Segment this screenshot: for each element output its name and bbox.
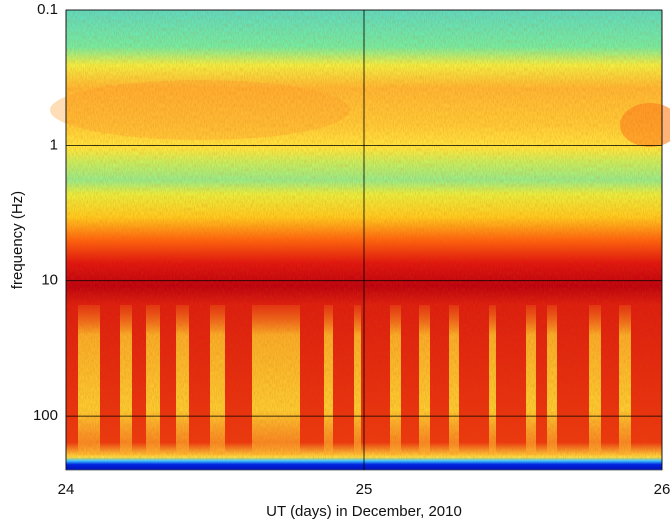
x-tick-label: 24 <box>58 481 75 498</box>
y-tick-label: 100 <box>33 407 58 424</box>
y-tick-label: 1 <box>50 136 58 153</box>
x-axis-label: UT (days) in December, 2010 <box>266 503 462 520</box>
x-tick-label: 25 <box>356 481 373 498</box>
y-tick-label: 10 <box>41 272 58 289</box>
x-tick-label: 26 <box>654 481 670 498</box>
y-axis-label: frequency (Hz) <box>9 191 26 289</box>
y-tick-label: 0.1 <box>37 1 58 18</box>
spectrogram-image <box>50 9 670 471</box>
